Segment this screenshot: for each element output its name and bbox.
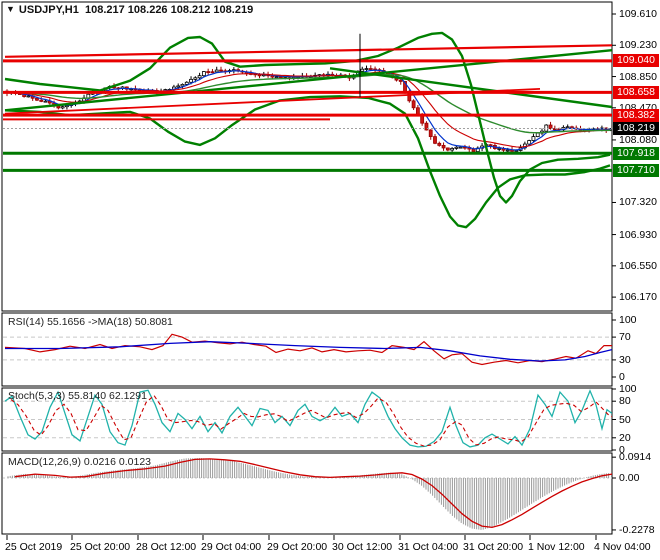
stoch-panel-layer[interactable] (3, 389, 618, 448)
price-tick-label: 108.080 (619, 133, 657, 146)
price-tick-label: 106.930 (619, 228, 657, 241)
macd-indicator-header: MACD(12,26,9) 0.0216 0.0123 (8, 456, 152, 468)
macd-signal-line (14, 458, 612, 529)
stoch-scale-label: 100 (619, 383, 637, 395)
rsi-panel-layer[interactable] (3, 333, 612, 366)
quote-ohlc-text: 108.217 108.226 108.212 108.219 (84, 4, 254, 16)
symbol-dropdown-icon[interactable]: ▼ (6, 4, 15, 14)
red-level-price-badge: 108.382 (613, 108, 659, 122)
time-axis-label: 31 Oct 20:00 (463, 541, 524, 553)
red-trendline[interactable] (4, 44, 612, 58)
rsi-indicator-header: RSI(14) 55.1656 ->MA(18) 50.8081 (8, 316, 173, 328)
rsi-scale-label: 0 (619, 371, 625, 383)
rsi-scale-label: 30 (619, 353, 631, 366)
time-axis-label: 29 Oct 04:00 (201, 541, 262, 553)
price-tick-label: 109.230 (619, 39, 657, 52)
stoch-scale-label: 80 (619, 395, 631, 408)
price-tick-label: 108.850 (619, 70, 657, 83)
time-axis-label: 28 Oct 12:00 (136, 541, 197, 553)
rsi-scale-label: 100 (619, 314, 637, 326)
stoch-d-line (10, 394, 612, 447)
time-axis-label: 4 Nov 04:00 (594, 541, 651, 553)
time-axis-label: 31 Oct 04:00 (398, 541, 459, 553)
symbol-timeframe-label: USDJPY,H1 (18, 4, 79, 16)
time-axis-label: 25 Oct 20:00 (70, 541, 131, 553)
price-tick-label: 106.170 (619, 291, 657, 304)
green-level-price-badge: 107.710 (613, 163, 659, 177)
red-level-price-badge: 109.040 (613, 54, 659, 68)
main-chart-layer[interactable] (3, 31, 612, 229)
bollinger-lower-band[interactable] (4, 95, 611, 229)
time-axis-label: 1 Nov 12:00 (528, 541, 585, 553)
current-price-badge: 108.219 (613, 121, 659, 135)
macd-panel-layer[interactable] (3, 457, 612, 530)
time-axis-label: 29 Oct 20:00 (267, 541, 328, 553)
macd-scale-label: 0.00 (619, 472, 640, 484)
rsi-ma-line (5, 341, 612, 362)
bollinger-upper-band[interactable] (4, 31, 611, 204)
rsi-scale-label: 70 (619, 331, 631, 344)
macd-scale-label: 0.0914 (619, 451, 652, 464)
stoch-scale-label: 0 (619, 444, 625, 456)
macd-scale-label: -0.2278 (619, 523, 655, 536)
price-tick-label: 106.550 (619, 259, 657, 272)
stoch-scale-label: 50 (619, 413, 631, 426)
stoch-scale-label: 20 (619, 431, 631, 444)
red-level-price-badge: 108.658 (613, 85, 659, 99)
price-tick-label: 109.610 (619, 8, 657, 20)
price-tick-label: 107.320 (619, 196, 657, 209)
green-trendline[interactable] (329, 67, 612, 109)
time-axis-label: 25 Oct 2019 (5, 541, 63, 553)
main-panel-frame (1, 1, 613, 312)
chart-title: ▼ USDJPY,H1 108.217 108.226 108.212 108.2… (6, 4, 253, 16)
stoch-k-line (4, 389, 612, 448)
green-level-price-badge: 107.918 (613, 146, 659, 160)
stoch-indicator-header: Stoch(5,3,3) 55.8140 62.1291 (8, 390, 147, 402)
time-axis-label: 30 Oct 12:00 (332, 541, 393, 553)
